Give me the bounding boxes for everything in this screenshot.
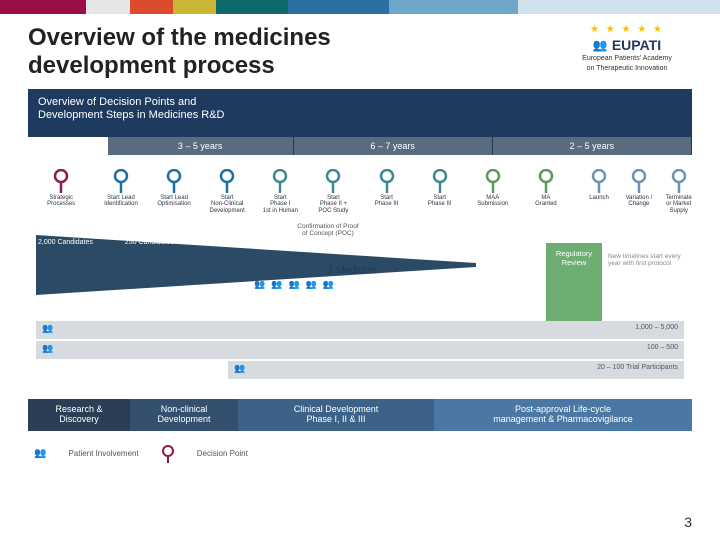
decision-pin: Start Lead Optimisation — [150, 169, 198, 208]
topbar-segment — [288, 0, 389, 14]
lifecycle-arrow: Research & Discovery — [28, 399, 130, 431]
phase-duration-bar: 6 – 7 years — [294, 137, 493, 155]
decision-pin: Start Lead Identification — [97, 169, 145, 208]
participants-band: 100 – 500 👥 — [36, 341, 684, 359]
decision-pin: MA Granted — [522, 169, 570, 208]
decision-pin: Start Phase III — [416, 169, 464, 208]
topbar-segment — [0, 0, 86, 14]
candidate-count: 5 Medicines — [206, 239, 243, 246]
people-row-1: 👥👥👥👥👥 — [254, 279, 334, 290]
participants-band: 1,000 – 5,000 👥 — [36, 321, 684, 339]
topbar-segment — [216, 0, 288, 14]
reg-review-title: Regulatory Review — [546, 249, 602, 267]
slide-title: Overview of the medicines development pr… — [28, 24, 448, 79]
decision-pin: Start Phase I 1st in Human — [256, 169, 304, 215]
page-number: 3 — [684, 514, 692, 530]
figure-header-line-1: Overview of Decision Points and — [38, 96, 682, 109]
topbar-segment — [130, 0, 173, 14]
decision-pin: Start Non-Clinical Development — [203, 169, 251, 215]
phase-duration-row: 3 – 5 years6 – 7 years2 – 5 years — [28, 137, 692, 169]
phase-duration-bar — [28, 137, 108, 155]
one-medicine-label: 1 Medicine — [328, 265, 376, 276]
lifecycle-arrow-label: Non-clinical Development — [157, 405, 210, 425]
decision-pin: MAA Submission — [469, 169, 517, 208]
figure: Overview of Decision Points and Developm… — [28, 89, 692, 462]
lifecycle-arrow-label: Research & Discovery — [55, 405, 102, 425]
eupati-logo: ★ ★ ★ ★ ★ 👥 EUPATI European Patients' Ac… — [562, 24, 692, 72]
people-icon: 👥 — [234, 363, 245, 374]
lifecycle-arrow: Non-clinical Development — [130, 399, 238, 431]
topbar-segment — [389, 0, 519, 14]
star-ring-icon: ★ ★ ★ ★ ★ — [562, 24, 692, 35]
people-icon: 👥 — [34, 448, 46, 459]
people-icon: 👥 — [42, 323, 53, 334]
participants-band-label: 1,000 – 5,000 — [635, 324, 678, 331]
legend-label-decision: Decision Point — [197, 449, 248, 458]
logo-tagline-2: on Therapeutic Innovation — [562, 65, 692, 73]
slide-header: Overview of the medicines development pr… — [0, 14, 720, 83]
participants-band: 20 – 100 Trial Participants 👥 — [228, 361, 684, 379]
phase-duration-bar: 2 – 5 years — [493, 137, 692, 155]
regulatory-review-box: Regulatory Review — [546, 243, 602, 331]
decision-pin: Start Phase II + POC Study — [309, 169, 357, 215]
people-icon: 👥 — [254, 279, 265, 290]
phase-duration-bar: 3 – 5 years — [108, 137, 294, 155]
figure-legend: 👥 Patient Involvement Decision Point — [28, 445, 692, 463]
topbar-segment — [173, 0, 216, 14]
post-approval-note: New timelines start every year with firs… — [608, 253, 686, 268]
lifecycle-arrow-label: Clinical Development Phase I, II & III — [294, 405, 379, 425]
logo-tagline-1: European Patients' Academy — [562, 55, 692, 63]
poc-label: Confirmation of Proof of Concept (POC) — [268, 223, 388, 237]
topbar-segment — [86, 0, 129, 14]
decision-pin: Start Phase III — [363, 169, 411, 208]
decision-pin: Strategic Processes — [37, 169, 85, 208]
candidate-count: 250 Candidates — [125, 239, 174, 246]
figure-header: Overview of Decision Points and Developm… — [28, 89, 692, 136]
legend-label-patient: Patient Involvement — [68, 449, 138, 458]
decision-pin: Terminate or Market Supply — [655, 169, 703, 215]
lifecycle-arrow: Post-approval Life-cycle management & Ph… — [434, 399, 692, 431]
people-icon: 👥 — [42, 343, 53, 354]
participants-band-label: 20 – 100 Trial Participants — [597, 364, 678, 371]
lifecycle-arrow: Clinical Development Phase I, II & III — [238, 399, 434, 431]
topbar-segment — [518, 0, 720, 14]
candidate-count: 2,000 Candidates — [38, 239, 93, 246]
lifecycle-arrows: Research & Discovery Non-clinical Develop… — [28, 399, 692, 439]
people-icon: 👥 — [593, 38, 608, 52]
brand-name: EUPATI — [612, 37, 661, 53]
pin-icon — [161, 445, 175, 463]
figure-header-line-2: Development Steps in Medicines R&D — [38, 109, 682, 122]
decision-pins-row: Strategic Processes Start Lead Identifica… — [28, 169, 692, 225]
lifecycle-arrow-label: Post-approval Life-cycle management & Ph… — [493, 405, 633, 425]
participants-band-label: 100 – 500 — [647, 344, 678, 351]
funnel-chart-area: 2,000 Candidates 250 Candidates 5 Medicine… — [28, 225, 692, 395]
top-color-bar — [0, 0, 720, 14]
